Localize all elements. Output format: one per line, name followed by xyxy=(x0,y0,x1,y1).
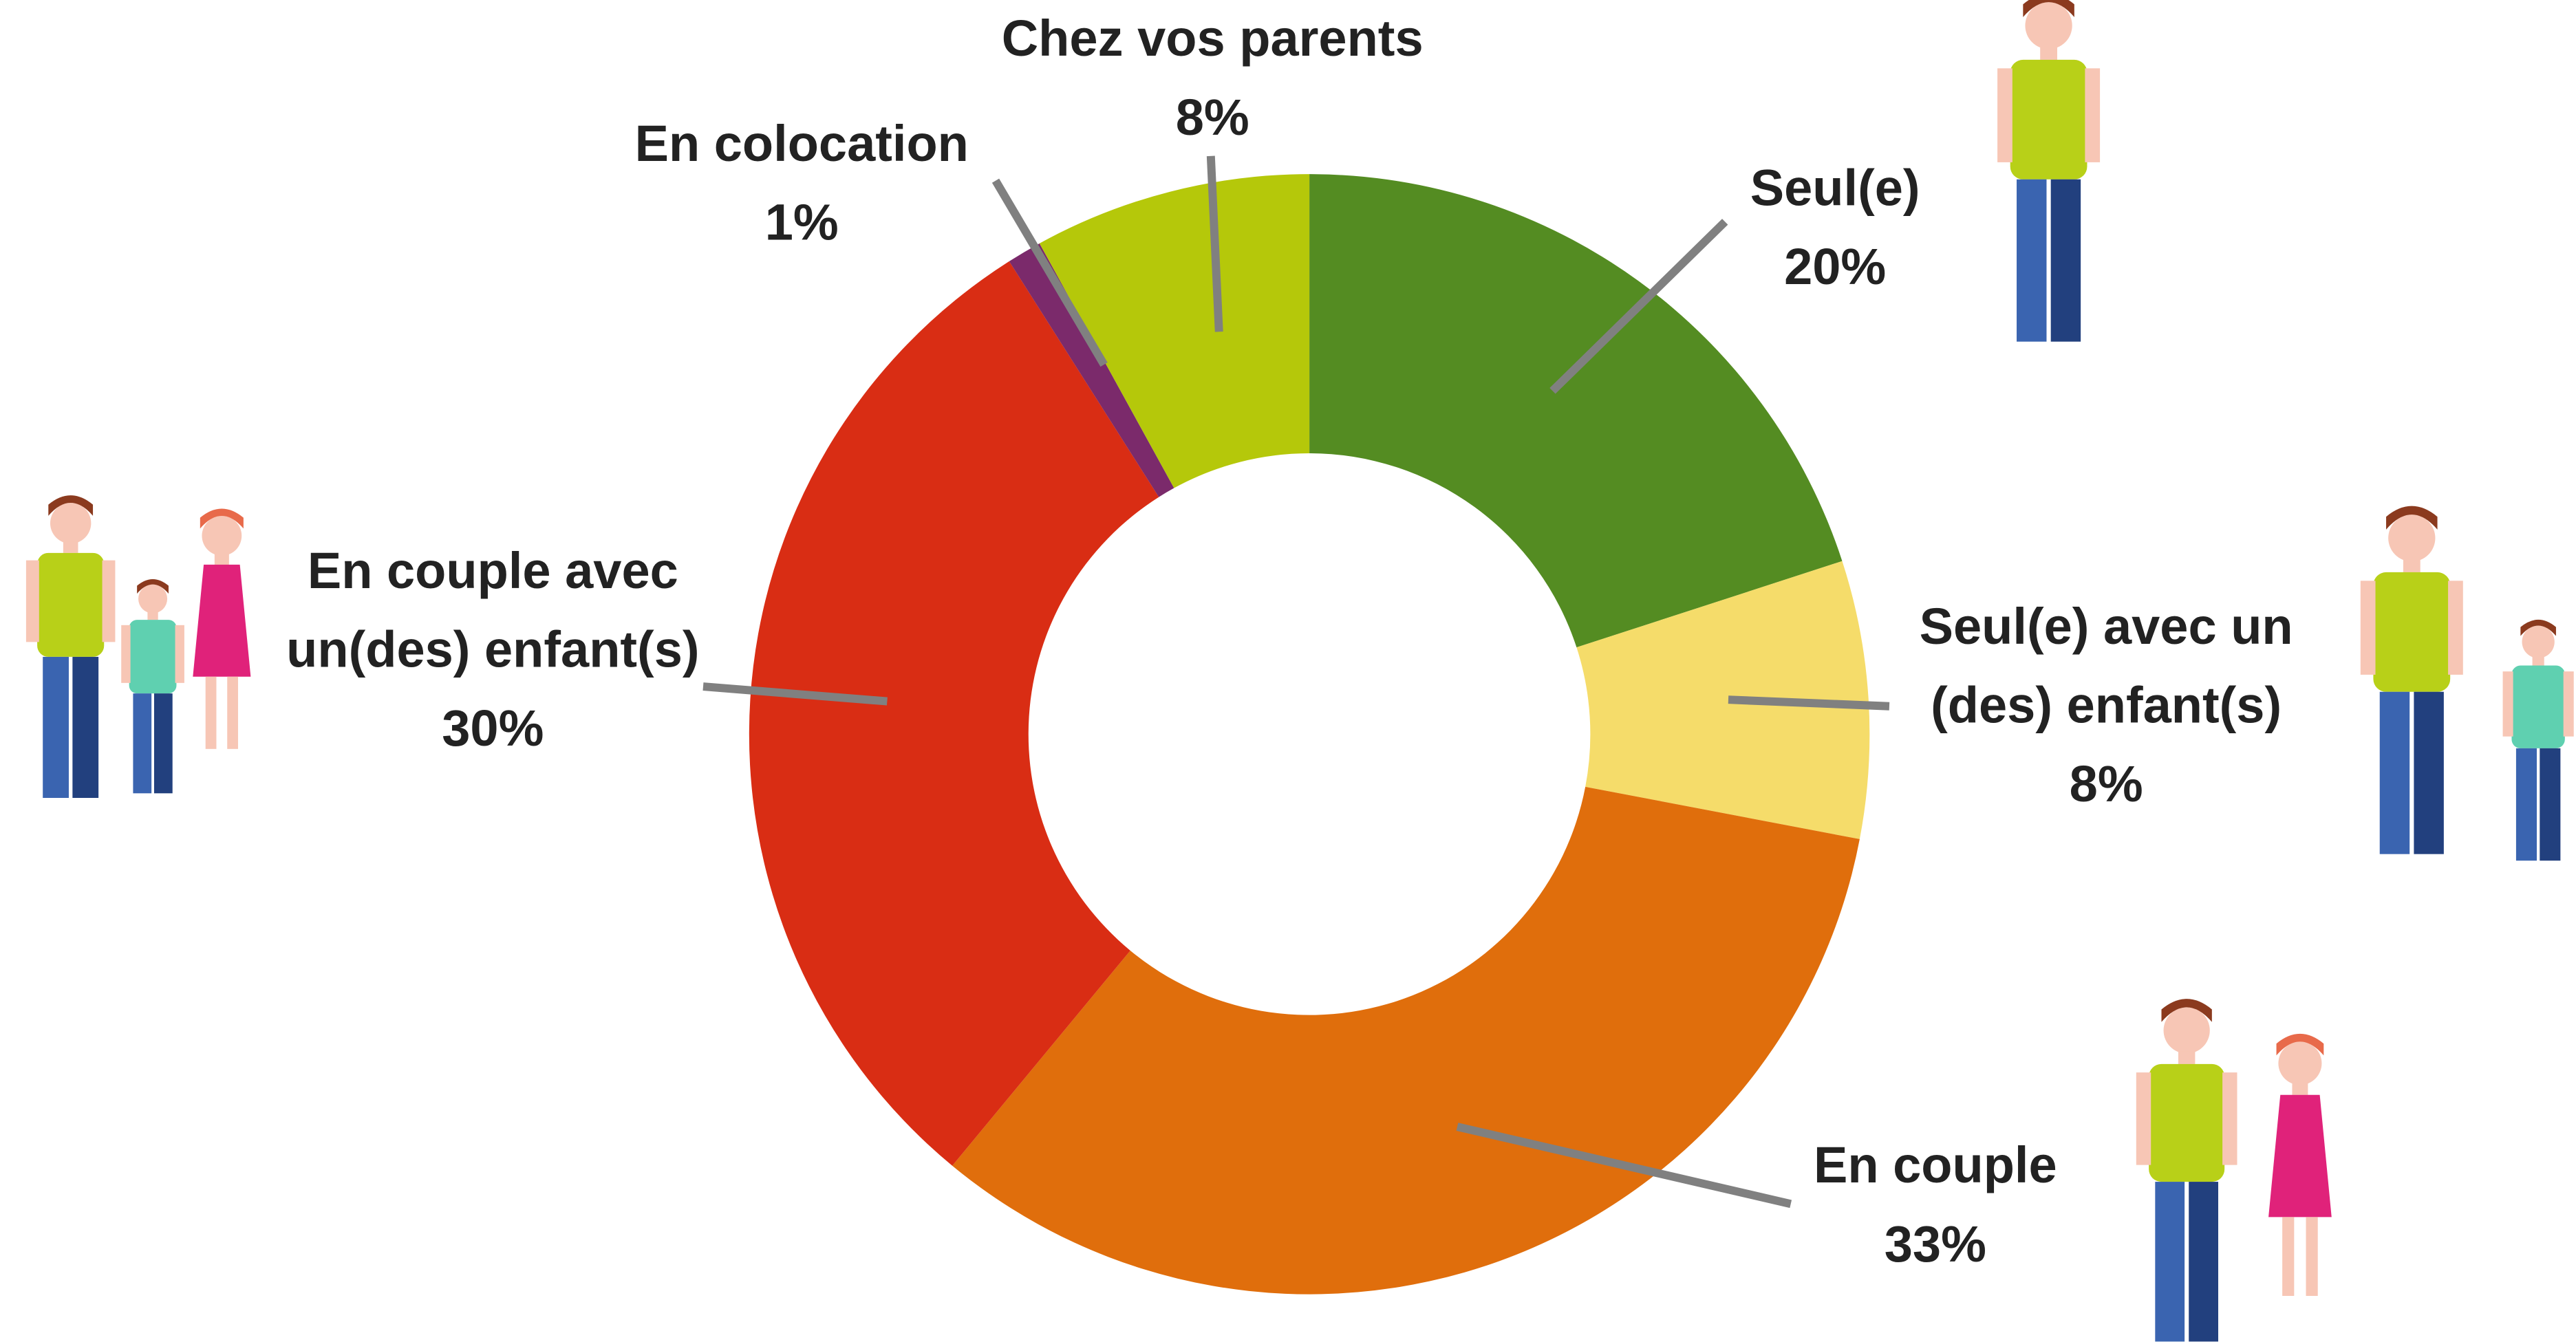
category-name: En couple avec un(des) enfant(s) xyxy=(286,532,700,690)
icon-part xyxy=(2414,692,2443,854)
icon-part xyxy=(206,677,217,749)
icon-part xyxy=(138,585,167,614)
icon-part xyxy=(72,657,98,798)
icon-part xyxy=(2388,515,2435,561)
chart: Seul(e)20% Seul(e) avec un (des) enfant(s… xyxy=(0,0,2576,1342)
icon-part xyxy=(2540,748,2560,861)
icon-part xyxy=(2178,1052,2195,1064)
person-icon xyxy=(2361,506,2463,854)
person-icon xyxy=(26,495,116,798)
category-name: En colocation xyxy=(605,105,999,184)
icon-part xyxy=(2010,60,2087,180)
icon-part xyxy=(147,612,158,620)
icon-part xyxy=(2278,1041,2321,1085)
donut-segment xyxy=(952,787,1860,1295)
icon-part xyxy=(2503,671,2513,737)
icon-part xyxy=(2282,1217,2294,1296)
value-label: 8% xyxy=(949,79,1475,158)
slice-label: Seul(e)20% xyxy=(1671,149,1999,307)
icon-part xyxy=(2189,1182,2218,1341)
category-name: En couple xyxy=(1771,1127,2100,1206)
icon-part xyxy=(2268,1095,2332,1217)
icon-part xyxy=(2085,68,2100,162)
value-label: 8% xyxy=(1893,746,2320,825)
person-icon xyxy=(2268,1034,2332,1296)
icon-part xyxy=(2136,1072,2151,1165)
icon-part xyxy=(2516,748,2537,861)
icon-part xyxy=(63,542,78,553)
icon-part xyxy=(2155,1182,2185,1341)
person-icon xyxy=(2503,620,2574,861)
icon-part xyxy=(2373,572,2450,692)
icon-part xyxy=(2149,1064,2224,1182)
slice-label: Seul(e) avec un (des) enfant(s)8% xyxy=(1893,588,2320,825)
icon-part xyxy=(175,625,184,683)
value-label: 33% xyxy=(1771,1206,2100,1285)
category-name: Seul(e) avec un (des) enfant(s) xyxy=(1893,588,2320,746)
icon-part xyxy=(2306,1217,2318,1296)
icon-part xyxy=(133,693,151,793)
icon-part xyxy=(1997,68,2012,162)
icon-part xyxy=(129,620,177,693)
icon-part xyxy=(2025,2,2072,49)
icon-part xyxy=(193,565,250,677)
person-icon xyxy=(121,579,184,793)
icon-part xyxy=(154,693,173,793)
value-label: 1% xyxy=(605,184,999,263)
icon-part xyxy=(2380,692,2409,854)
person-icon xyxy=(1997,0,2100,342)
value-label: 20% xyxy=(1671,228,1999,307)
page: Seul(e)20% Seul(e) avec un (des) enfant(s… xyxy=(0,0,2576,1342)
icon-part xyxy=(227,677,238,749)
icon-part xyxy=(121,625,130,683)
icon-part xyxy=(2292,1083,2308,1095)
icon-part xyxy=(50,503,91,543)
value-label: 30% xyxy=(286,690,700,769)
icon-part xyxy=(2040,47,2057,60)
category-name: Seul(e) xyxy=(1671,149,1999,228)
icon-part xyxy=(215,554,229,565)
icon-part xyxy=(2164,1007,2210,1053)
icon-part xyxy=(2564,671,2574,737)
icon-part xyxy=(2051,180,2081,342)
icon-part xyxy=(2017,180,2046,342)
icon-part xyxy=(103,561,116,642)
icon-part xyxy=(2533,657,2544,666)
icon-part xyxy=(2522,626,2555,658)
icon-part xyxy=(2403,559,2421,572)
icon-part xyxy=(2448,581,2463,675)
icon-part xyxy=(26,561,39,642)
icon-part xyxy=(202,516,242,556)
slice-label: En couple avec un(des) enfant(s)30% xyxy=(286,532,700,769)
icon-part xyxy=(37,553,104,657)
icon-part xyxy=(2511,666,2564,748)
icon-part xyxy=(2222,1072,2237,1165)
category-name: Chez vos parents xyxy=(949,0,1475,79)
person-icon xyxy=(2136,999,2237,1341)
icon-part xyxy=(43,657,69,798)
icon-part xyxy=(2361,581,2376,675)
person-icon xyxy=(193,509,250,749)
